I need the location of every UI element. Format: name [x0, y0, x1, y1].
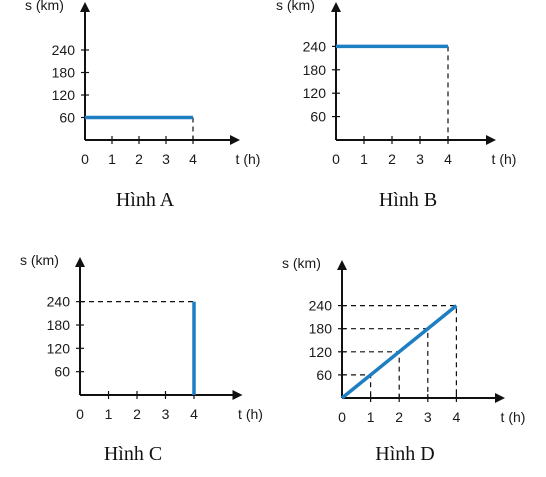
chart-caption: Hình A: [116, 189, 175, 211]
x-tick-label: 2: [133, 406, 141, 422]
chart-panel-2: 0 1 2 3 4 60 120 180 240 s (km) t (h) Hình B: [276, 0, 516, 211]
y-tick-label: 120: [303, 85, 327, 101]
y-axis-arrow-icon: [80, 2, 90, 12]
x-tick-label: 2: [388, 151, 396, 167]
y-tick-label: 120: [47, 340, 71, 356]
y-axis-arrow-icon: [337, 260, 347, 270]
guide-line: [342, 305, 457, 398]
y-tick-label: 120: [309, 344, 333, 360]
chart-panel-1: 0 1 2 3 4 60 120 180 240 s (km) t (h) Hình A: [25, 0, 260, 211]
x-tick-label: 1: [360, 151, 368, 167]
x-tick-label: 2: [135, 151, 143, 167]
y-tick-label: 180: [309, 321, 333, 337]
x-tick-label: 4: [189, 151, 197, 167]
x-tick-label: 3: [162, 151, 170, 167]
chart-caption: Hình C: [104, 443, 162, 465]
y-tick-label: 60: [54, 364, 70, 380]
y-tick-label: 120: [52, 87, 76, 103]
x-tick-label: 1: [367, 409, 375, 425]
y-axis-label: s (km): [282, 255, 321, 271]
chart-caption: Hình D: [375, 443, 434, 465]
x-tick-label: 0: [81, 151, 89, 167]
x-tick-label: 3: [416, 151, 424, 167]
y-tick-label: 240: [47, 294, 71, 310]
x-axis-arrow-icon: [495, 393, 505, 403]
y-tick-label: 60: [316, 367, 332, 383]
chart-panel-3: 0 1 2 3 4 60 120 180 240 s (km) t (h) Hình C: [20, 252, 263, 465]
y-tick-label: 180: [52, 65, 76, 81]
y-axis-arrow-icon: [75, 257, 85, 267]
x-tick-label: 1: [105, 406, 113, 422]
x-tick-label: 4: [444, 151, 452, 167]
x-axis-arrow-icon: [230, 135, 240, 145]
y-axis-arrow-icon: [331, 2, 341, 12]
y-tick-label: 60: [59, 110, 75, 126]
y-axis-label: s (km): [25, 0, 64, 13]
series-line: [340, 304, 458, 400]
x-tick-label: 0: [332, 151, 340, 167]
x-axis-label: t (h): [238, 406, 263, 422]
x-axis-arrow-icon: [486, 135, 496, 145]
y-axis-label: s (km): [20, 252, 59, 268]
x-tick-label: 4: [190, 406, 198, 422]
y-axis-label: s (km): [276, 0, 315, 13]
y-tick-label: 180: [47, 317, 71, 333]
y-tick-label: 180: [303, 62, 327, 78]
y-tick-label: 240: [309, 298, 333, 314]
x-axis-label: t (h): [236, 151, 261, 167]
x-tick-label: 3: [162, 406, 170, 422]
y-tick-label: 240: [303, 38, 327, 54]
chart-caption: Hình B: [379, 189, 437, 211]
x-axis-arrow-icon: [232, 390, 243, 400]
chart-panel-4: 0 1 2 3 4 60 120 180 240 s (km) t (h) Hình D: [282, 255, 525, 465]
x-tick-label: 0: [338, 409, 346, 425]
y-tick-label: 240: [52, 42, 76, 58]
x-tick-label: 4: [453, 409, 461, 425]
x-axis-label: t (h): [501, 409, 526, 425]
x-tick-label: 2: [395, 409, 403, 425]
x-axis-label: t (h): [492, 151, 517, 167]
x-tick-label: 1: [108, 151, 116, 167]
x-tick-label: 0: [76, 406, 84, 422]
y-tick-label: 60: [310, 109, 326, 125]
x-tick-label: 3: [424, 409, 432, 425]
